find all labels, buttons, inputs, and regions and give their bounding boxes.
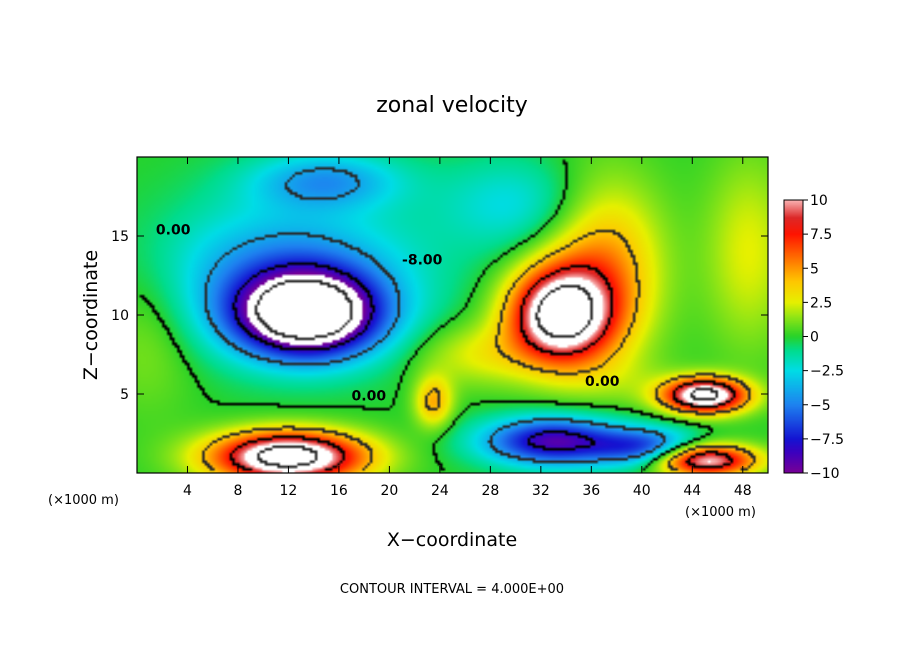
colorbar: 10 7.5 5 2.5 0 −2.5 −5 −7.5 −10: [783, 193, 844, 482]
colorbar-tick-label: 10: [810, 193, 828, 209]
colorbar-tick-label: 2.5: [810, 295, 832, 311]
y-tick-label: 15: [111, 229, 129, 245]
colorbar-tick-label: −2.5: [810, 364, 844, 380]
velocity-field: [137, 157, 768, 473]
colorbar-tick-label: −5: [810, 398, 831, 414]
contour-label: 0.00: [156, 222, 191, 238]
x-tick-label: 20: [380, 483, 398, 499]
x-tick-label: 16: [330, 483, 348, 499]
plot-area: 0.00-8.000.000.00 4 8 12 16 20 24 28 32 36 40 44 48…: [111, 156, 769, 499]
colorbar-tick-label: −7.5: [810, 432, 844, 448]
x-tick-label: 28: [481, 483, 499, 499]
x-tick-label: 4: [183, 483, 192, 499]
x-axis-ticks: 4 8 12 16 20 24 28 32 36 40 44 48: [183, 157, 752, 499]
contour-label: 0.00: [352, 388, 387, 404]
x-tick-label: 8: [233, 483, 242, 499]
x-tick-label: 44: [683, 483, 701, 499]
colorbar-ticks: 10 7.5 5 2.5 0 −2.5 −5 −7.5 −10: [803, 193, 844, 482]
x-tick-label: 36: [582, 483, 600, 499]
y-tick-label: 10: [111, 308, 129, 324]
y-axis-title: Z−coordinate: [80, 250, 102, 380]
contour-label: -8.00: [402, 252, 443, 268]
x-axis-title: X−coordinate: [387, 529, 517, 551]
colorbar-tick-label: −10: [810, 466, 840, 482]
colorbar-tick-label: 5: [810, 261, 819, 277]
x-unit-label-right: (×1000 m): [685, 505, 756, 520]
x-tick-label: 24: [431, 483, 449, 499]
x-tick-label: 32: [532, 483, 550, 499]
contour-interval-note: CONTOUR INTERVAL = 4.000E+00: [340, 582, 564, 597]
colorbar-tick-label: 0: [810, 330, 819, 346]
x-tick-label: 40: [633, 483, 651, 499]
y-axis-ticks: 5 10 15: [111, 229, 768, 403]
chart-title: zonal velocity: [376, 93, 528, 118]
contour-labels: 0.00 -8.00 0.00 0.00: [156, 222, 620, 404]
x-tick-label: 12: [280, 483, 298, 499]
x-unit-label-left: (×1000 m): [48, 493, 119, 508]
colorbar-tick-label: 7.5: [810, 227, 832, 243]
x-tick-label: 48: [734, 483, 752, 499]
colorbar-gradient: [784, 200, 803, 473]
y-tick-label: 5: [120, 387, 129, 403]
contour-label: 0.00: [585, 374, 620, 390]
